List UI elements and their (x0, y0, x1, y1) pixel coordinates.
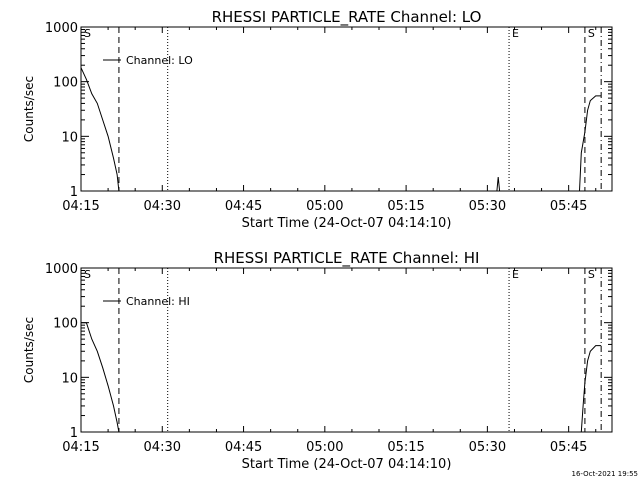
panel-2-xlabel: Start Time (24-Oct-07 04:14:10) (242, 457, 452, 472)
panel-2-series-line (580, 345, 602, 433)
panel-1-ytick-label: 1 (70, 185, 78, 200)
panel-1-title: RHESSI PARTICLE_RATE Channel: LO (212, 8, 482, 27)
panel-2-xtick-label: 05:45 (550, 440, 587, 455)
panel-1-xtick-label: 05:00 (306, 199, 343, 214)
panel-1-xlabel: Start Time (24-Oct-07 04:14:10) (242, 216, 452, 231)
panel-1-ylabel: Counts/sec (22, 76, 36, 142)
panel-2-ylabel: Counts/sec (22, 317, 36, 383)
panel-2-xtick-label: 05:00 (306, 440, 343, 455)
panel-2-legend-label: Channel: HI (126, 295, 190, 308)
panel-1-xtick-label: 05:15 (387, 199, 424, 214)
panel-2-ytick-label: 1 (70, 426, 78, 441)
panel-2-title: RHESSI PARTICLE_RATE Channel: HI (214, 249, 480, 268)
panel-2-xtick-label: 04:30 (144, 440, 181, 455)
panel-1-series-line (579, 95, 602, 192)
panel-1-marker-label: E (512, 27, 519, 40)
panel-2-xtick-label: 04:15 (62, 440, 99, 455)
panel-2-marker-label: E (512, 268, 519, 281)
panel-1-marker-label: S (84, 27, 91, 40)
panel-1-legend-label: Channel: LO (126, 54, 193, 67)
panel-1-series-line (496, 176, 501, 192)
panel-2: RHESSI PARTICLE_RATE Channel: HI Counts/s… (22, 249, 613, 472)
panel-2-marker-label: S (588, 268, 595, 281)
panel-2-ytick-label: 10 (61, 371, 78, 386)
panel-2-xtick-label: 05:15 (387, 440, 424, 455)
panel-1-xtick-label: 04:15 (62, 199, 99, 214)
panel-2-marker-label: S (84, 268, 91, 281)
panel-2-ytick-label: 1000 (45, 262, 78, 277)
panel-1: RHESSI PARTICLE_RATE Channel: LO Counts/s… (22, 8, 613, 231)
panel-1-frame (80, 26, 613, 192)
panel-1-ytick-label: 1000 (45, 21, 78, 36)
panel-1-series-line (80, 65, 120, 192)
panel-1-ytick-label: 100 (53, 76, 78, 91)
panel-2-frame (80, 267, 613, 433)
panel-2-xtick-label: 04:45 (225, 440, 262, 455)
panel-2-series-line (80, 308, 120, 433)
panel-1-marker-label: S (588, 27, 595, 40)
panel-1-xtick-label: 05:45 (550, 199, 587, 214)
panel-1-xtick-label: 05:30 (469, 199, 506, 214)
footer-timestamp: 16-Oct-2021 19:55 (572, 470, 638, 478)
panel-1-ytick-label: 10 (61, 130, 78, 145)
panel-2-ytick-label: 100 (53, 317, 78, 332)
panel-1-xtick-label: 04:30 (144, 199, 181, 214)
panel-1-xtick-label: 04:45 (225, 199, 262, 214)
panel-2-xtick-label: 05:30 (469, 440, 506, 455)
